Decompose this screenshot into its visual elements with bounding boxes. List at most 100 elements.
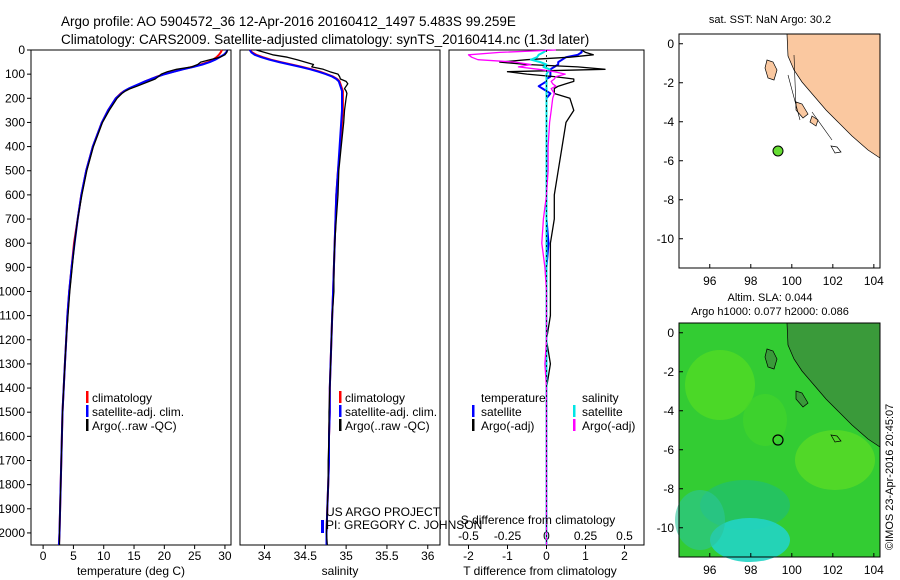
map-y-tick-label: -10 [657,521,675,535]
map-y-tick-label: -10 [657,232,675,246]
sla-anomaly-low [675,490,725,550]
island-nias [764,59,778,81]
depth-tick-label: 600 [5,188,25,202]
depth-tick-label: 1600 [0,429,25,443]
sla-map-title: Altim. SLA: 0.044 [728,292,813,304]
map-y-tick-label: -4 [663,404,674,418]
map-y-tick-label: -8 [663,482,674,496]
legend-label-argo: Argo(..raw -QC) [345,419,430,433]
legend-label-satellite: satellite-adj. clim. [345,405,437,419]
sla-anomaly-lowest [710,518,790,562]
series-line-satellite [57,49,229,546]
sla-anomaly-high [795,430,875,490]
legend-swatch-climatology [86,391,89,403]
temperature-panel-frame [30,49,232,546]
pi-marker [321,520,324,533]
legend-swatch-s-satellite [573,405,576,417]
map-y-tick-label: -8 [663,193,674,207]
depth-tick-label: 2000 [0,526,25,540]
map-x-tick-label: 104 [864,274,884,288]
map-y-tick-label: -2 [663,76,674,90]
figure-title-line1: Argo profile: AO 5904572_36 12-Apr-2016 … [61,14,516,29]
sst-map-title: sat. SST: NaN Argo: 30.2 [709,14,831,26]
difference-legend: temperature satellite Argo(-adj) salinit… [472,391,635,433]
sla-map: 96 98 100 102 104 0 -2 -4 -6 -8 -10 [657,322,885,577]
island-enggano [830,145,842,154]
x-tick-label: 1 [582,549,589,563]
salinity-panel-frame [239,49,441,546]
x-tick-label: 0 [543,549,550,563]
series-line-argo [58,49,229,545]
map-x-tick-label: 96 [703,274,717,288]
depth-tick-label: 1700 [0,453,25,467]
legend-label-t-argo: Argo(-adj) [481,419,534,433]
temperature-x-axis: 0 5 10 15 20 25 30 [40,545,232,563]
depth-tick-label: 1900 [0,502,25,516]
legend-label-satellite: satellite-adj. clim. [92,405,184,419]
depth-tick-label: 1200 [0,333,25,347]
x-tick-label: 10 [97,549,111,563]
legend-label-t-satellite: satellite [481,405,522,419]
map-y-tick-label: -6 [663,443,674,457]
map-x-tick-label: 96 [703,563,717,577]
salinity-legend: climatology satellite-adj. clim. Argo(..… [339,391,437,433]
legend-swatch-t-argo [472,419,475,431]
project-label: US ARGO PROJECT [326,505,441,519]
legend-label-climatology: climatology [92,391,152,405]
depth-tick-label: 200 [5,91,25,105]
sla-anomaly-high [685,350,755,420]
island-enggano [830,434,842,443]
depth-tick-label: 500 [5,164,25,178]
legend-swatch-climatology [339,391,342,403]
s-diff-tick-label: 0.25 [574,529,598,543]
legend-label-s-satellite: satellite [582,405,623,419]
x-tick-label: 35 [339,549,353,563]
temperature-profile-lines [57,49,229,546]
argo-float-marker [772,434,784,446]
sla-map-axes: 96 98 100 102 104 0 -2 -4 -6 -8 -10 [657,326,885,577]
depth-tick-label: 1500 [0,405,25,419]
legend-swatch-argo [86,419,89,431]
depth-tick-label: 1100 [0,309,25,323]
depth-tick-label: 1800 [0,478,25,492]
map-y-tick-label: 0 [667,326,674,340]
x-tick-label: 34.5 [294,549,318,563]
x-tick-label: 20 [158,549,172,563]
depth-tick-label: 900 [5,260,25,274]
legend-swatch-satellite [86,405,89,417]
island-siberut [795,390,809,408]
depth-tick-label: 1300 [0,357,25,371]
legend-swatch-satellite [339,405,342,417]
legend-heading-temperature: temperature [481,391,546,405]
figure-title-line2: Climatology: CARS2009. Satellite-adjuste… [61,32,589,47]
sst-map-frame [678,33,881,269]
series-line-argo [256,49,349,546]
t-difference-axis-label: T difference from climatology [463,564,617,578]
temperature-legend: climatology satellite-adj. clim. Argo(..… [86,391,184,433]
depth-tick-label: 1000 [0,284,25,298]
x-tick-label: 35.5 [375,549,399,563]
map-x-tick-label: 100 [782,274,802,288]
s-difference-axis-label: S difference from climatology [461,513,616,527]
map-y-tick-label: -6 [663,154,674,168]
depth-tick-label: 0 [18,43,25,57]
depth-axis: 0 100 200 300 400 500 600 700 800 900 1000 1100 1200… [0,43,31,540]
depth-tick-label: 700 [5,212,25,226]
x-tick-label: 36 [421,549,435,563]
difference-profile-lines [467,49,606,545]
legend-heading-salinity: salinity [582,391,619,405]
x-tick-label: 0 [40,549,47,563]
sla-map-frame [678,322,881,558]
series-line-temperature-argo-adj- [499,49,606,545]
s-diff-tick-label: -0.5 [458,529,479,543]
map-y-tick-label: -2 [663,365,674,379]
pi-label: PI: GREGORY C. JOHNSON [326,518,482,532]
map-x-tick-label: 104 [864,563,884,577]
sla-map-subtitle: Argo h1000: 0.077 h2000: 0.086 [691,306,849,318]
map-x-tick-label: 100 [782,563,802,577]
legend-label-argo: Argo(..raw -QC) [92,419,177,433]
map-x-tick-label: 102 [823,274,843,288]
legend-label-climatology: climatology [345,391,405,405]
x-tick-label: 34 [258,549,272,563]
bathymetry-contour [787,54,833,141]
